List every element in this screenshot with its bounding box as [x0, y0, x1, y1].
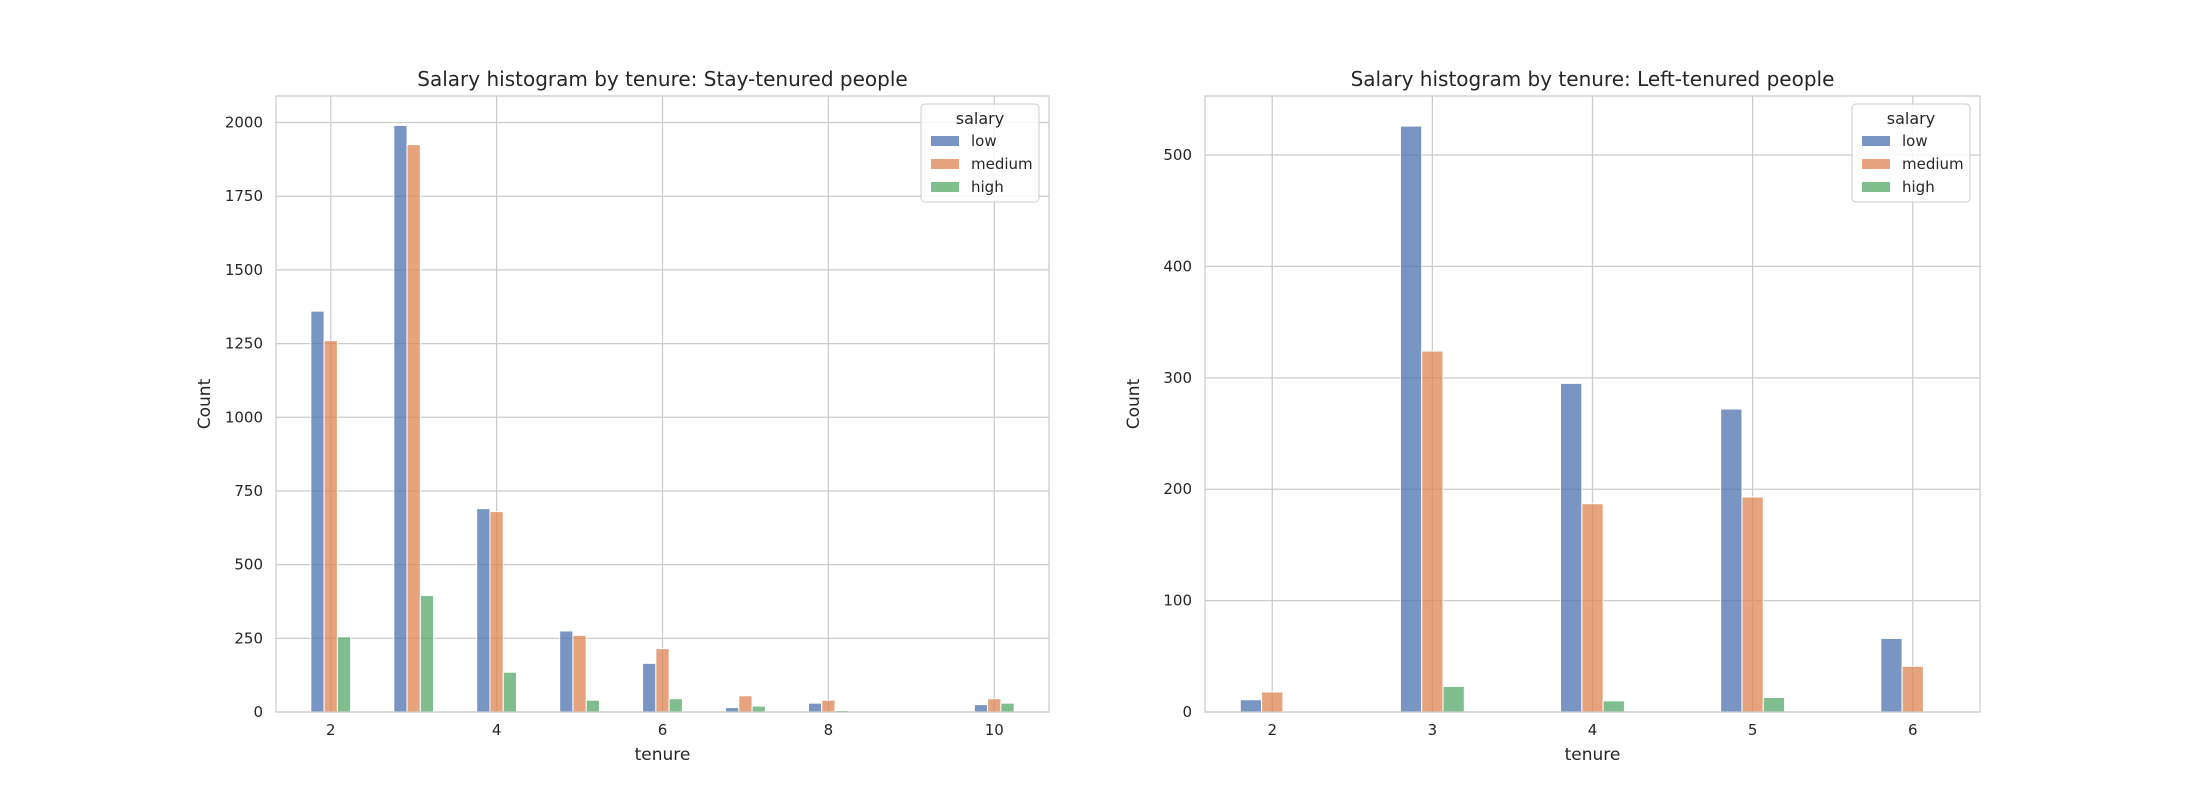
legend-box: [1851, 103, 1971, 203]
bar-medium-tenure-3: [1421, 350, 1444, 713]
bar-medium-tenure-5: [572, 634, 587, 713]
y-tick-label: 0: [253, 703, 263, 721]
bar-high-tenure-4: [502, 671, 518, 713]
bar-high-tenure-7: [751, 705, 766, 713]
bar-low-tenure-5: [1720, 408, 1743, 713]
stay-tenured-chart: 2 4 6 8 10 0 250 500 750 1000 1250 1500 1750 2000 Sal…: [195, 67, 1050, 765]
bar-medium-tenure-5: [1741, 496, 1764, 713]
y-tick-label: 1250: [225, 335, 263, 353]
chart-title: Salary histogram by tenure: Stay-tenured…: [417, 67, 907, 91]
legend-swatch-high: [1862, 182, 1890, 192]
legend-swatch-medium: [931, 159, 959, 169]
bar-low-tenure-2: [1239, 699, 1263, 713]
bar-low-tenure-8: [807, 702, 823, 713]
chart-title: Salary histogram by tenure: Left-tenured…: [1351, 67, 1835, 91]
y-tick-label: 500: [1163, 146, 1192, 164]
legend-swatch-medium: [1862, 159, 1890, 169]
x-tick-label: 2: [1267, 721, 1277, 739]
y-tick-label: 250: [234, 629, 263, 647]
bar-medium-tenure-4: [489, 511, 504, 713]
bar-high-tenure-3: [1442, 685, 1465, 713]
bar-low-tenure-10: [973, 704, 989, 713]
x-tick-label: 8: [824, 721, 834, 739]
bar-high-tenure-10: [1000, 702, 1015, 713]
bar-medium-tenure-10: [987, 698, 1002, 713]
x-tick-label: 6: [658, 721, 668, 739]
x-tick-label: 6: [1908, 721, 1918, 739]
plot-frame: [1204, 95, 1981, 713]
y-tick-label: 1000: [225, 408, 263, 426]
bar-high-tenure-2: [336, 636, 352, 713]
bar-low-tenure-2: [310, 310, 325, 713]
x-axis-label: tenure: [1565, 745, 1621, 765]
bar-medium-tenure-3: [406, 144, 421, 713]
legend-title: salary: [1887, 109, 1935, 128]
bar-low-tenure-7: [725, 707, 740, 713]
bar-low-tenure-3: [1399, 125, 1423, 713]
x-tick-label: 4: [1588, 721, 1598, 739]
legend-swatch-low: [1862, 136, 1890, 146]
y-tick-label: 2000: [225, 114, 263, 132]
bar-low-tenure-4: [476, 508, 491, 713]
y-tick-label: 1500: [225, 261, 263, 279]
y-tick-label: 500: [234, 556, 263, 574]
legend-label-low: low: [971, 132, 997, 150]
legend-label-high: high: [1902, 178, 1935, 196]
y-tick-label: 100: [1163, 592, 1192, 610]
bar-high-tenure-6: [668, 698, 683, 713]
y-tick-label: 0: [1182, 703, 1192, 721]
bar-high-tenure-3: [419, 595, 435, 713]
bar-medium-tenure-6: [655, 648, 670, 713]
y-tick-label: 750: [234, 482, 263, 500]
bar-medium-tenure-6: [1901, 665, 1924, 713]
x-tick-label: 3: [1428, 721, 1438, 739]
bar-low-tenure-6: [1880, 637, 1903, 713]
x-tick-label: 5: [1748, 721, 1758, 739]
y-axis-label: Count: [195, 378, 215, 429]
legend: salary low medium high: [920, 103, 1040, 203]
bar-medium-tenure-2: [1261, 691, 1284, 713]
bar-high-tenure-5: [1762, 697, 1786, 713]
bar-medium-tenure-4: [1581, 503, 1604, 713]
y-axis-label: Count: [1124, 378, 1144, 429]
legend-swatch-low: [931, 136, 959, 146]
bar-medium-tenure-7: [738, 695, 753, 713]
bar-medium-tenure-8: [821, 699, 836, 713]
bar-high-tenure-5: [585, 699, 600, 713]
y-tick-label: 400: [1163, 257, 1192, 275]
legend-swatch-high: [931, 182, 959, 192]
y-tick-label: 300: [1163, 369, 1192, 387]
left-tenured-chart: 2 3 4 5 6 0 100 200 300 400 500 Salary histogram b…: [1124, 67, 1981, 765]
legend-label-low: low: [1902, 132, 1928, 150]
x-axis-label: tenure: [635, 745, 691, 765]
bar-medium-tenure-2: [323, 340, 338, 713]
bar-low-tenure-4: [1560, 382, 1583, 713]
legend: salary low medium high: [1851, 103, 1971, 203]
legend-box: [920, 103, 1040, 203]
legend-label-high: high: [971, 178, 1004, 196]
bar-low-tenure-3: [393, 124, 408, 713]
legend-title: salary: [956, 109, 1004, 128]
x-tick-label: 4: [492, 721, 502, 739]
bar-high-tenure-4: [1602, 700, 1625, 713]
x-tick-label: 10: [985, 721, 1004, 739]
y-tick-label: 200: [1163, 480, 1192, 498]
y-tick-label: 1750: [225, 187, 263, 205]
legend-label-medium: medium: [1902, 155, 1964, 173]
x-tick-label: 2: [326, 721, 336, 739]
bar-low-tenure-6: [642, 662, 657, 713]
legend-label-medium: medium: [971, 155, 1033, 173]
bar-low-tenure-5: [559, 630, 574, 713]
plot-frame: [275, 95, 1050, 713]
